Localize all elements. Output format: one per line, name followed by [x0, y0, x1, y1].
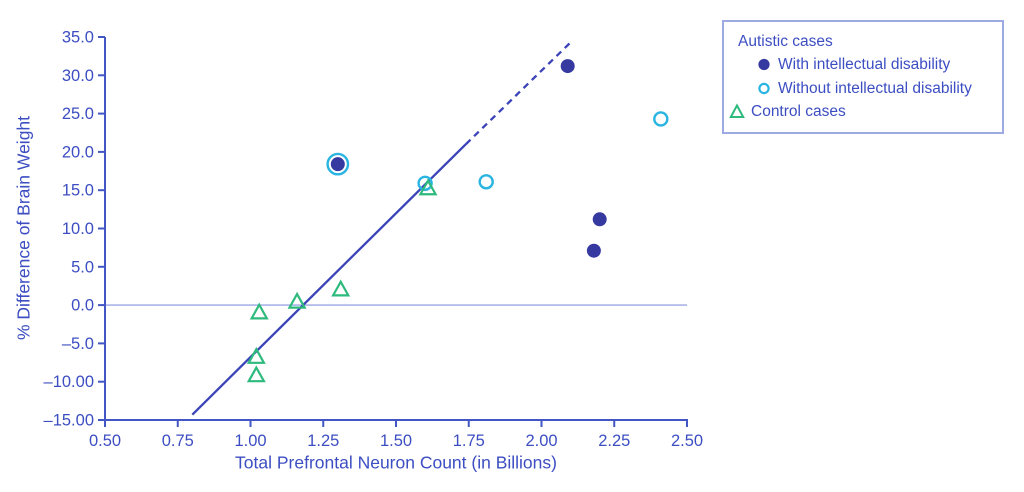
legend: Autistic cases With intellectual disabil… — [722, 20, 1004, 134]
point-with-id — [560, 59, 575, 74]
x-tick-label: 0.75 — [162, 432, 194, 450]
point-without-id — [326, 152, 350, 176]
y-tick-label: 20.0 — [62, 143, 94, 161]
legend-item-label: Without intellectual disability — [778, 79, 972, 97]
x-tick-label: 1.75 — [453, 432, 485, 450]
y-tick-label: 35.0 — [62, 29, 94, 47]
x-tick-label: 1.50 — [380, 432, 412, 450]
point-control — [249, 302, 269, 320]
legend-item-without-id: Without intellectual disability — [755, 77, 994, 100]
y-tick-label: 5.0 — [71, 258, 94, 276]
point-without-id — [653, 111, 669, 127]
point-without-id — [417, 175, 433, 192]
open-triangle-icon — [728, 103, 746, 120]
x-tick-label: 2.50 — [671, 432, 703, 450]
legend-item-with-id: With intellectual disability — [755, 53, 994, 76]
y-tick-label: –15.00 — [44, 412, 94, 430]
x-tick-label: 0.50 — [89, 432, 121, 450]
legend-item-control: Control cases — [728, 100, 994, 123]
point-with-id — [330, 157, 345, 172]
legend-item-label: Control cases — [751, 102, 846, 120]
open-circle-icon — [755, 80, 773, 97]
point-control — [287, 291, 307, 309]
point-control — [246, 365, 266, 383]
point-control — [246, 346, 266, 364]
point-with-id — [586, 243, 601, 258]
x-tick-label: 2.25 — [598, 432, 630, 450]
regression-line-dashed — [465, 41, 572, 146]
x-tick-label: 1.00 — [234, 432, 266, 450]
x-axis-title: Total Prefrontal Neuron Count (in Billio… — [235, 452, 557, 473]
point-control — [418, 178, 438, 196]
legend-title: Autistic cases — [738, 33, 833, 50]
point-with-id — [592, 212, 607, 227]
point-without-id — [478, 174, 494, 190]
legend-item-label: With intellectual disability — [778, 56, 951, 74]
y-axis-title: % Difference of Brain Weight — [13, 115, 34, 341]
y-tick-label: 0.0 — [71, 297, 94, 315]
y-tick-label: 15.0 — [62, 182, 94, 200]
point-control — [331, 279, 351, 297]
x-tick-label: 2.00 — [525, 432, 557, 450]
y-tick-label: –10.00 — [44, 373, 94, 391]
x-tick-label: 1.25 — [307, 432, 339, 450]
filled-circle-icon — [755, 56, 773, 73]
regression-line-solid — [191, 143, 467, 416]
y-tick-label: 30.0 — [62, 67, 94, 85]
y-tick-label: –5.0 — [62, 335, 94, 353]
y-tick-label: 10.0 — [62, 220, 94, 238]
y-tick-label: 25.0 — [62, 105, 94, 123]
